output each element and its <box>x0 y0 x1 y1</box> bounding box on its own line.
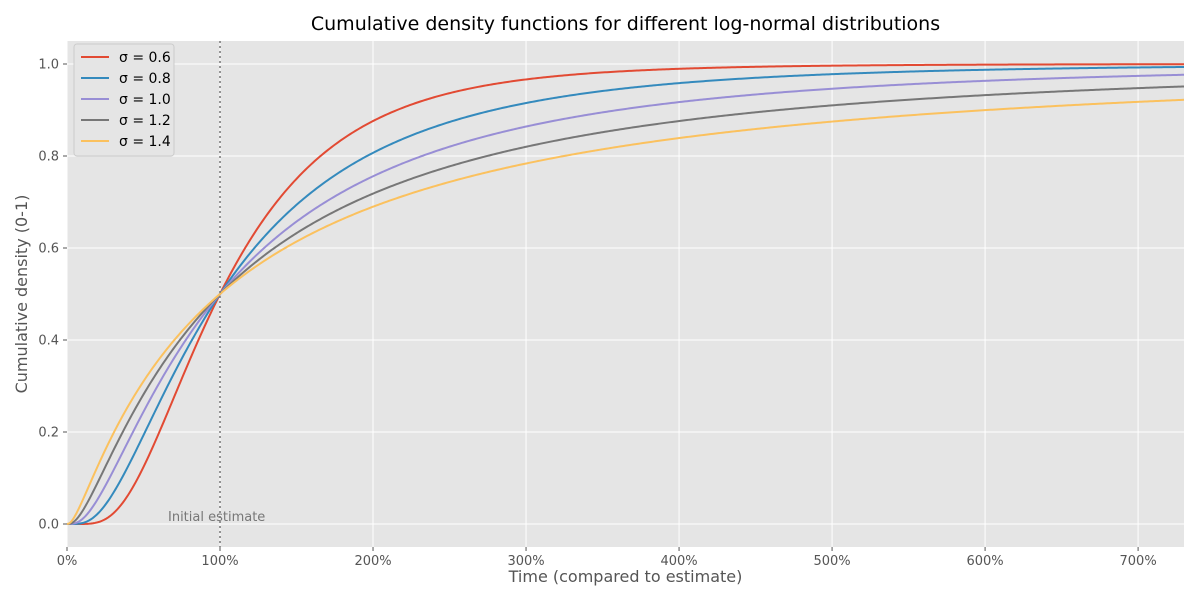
y-tick-label: 1.0 <box>38 58 59 73</box>
chart-title: Cumulative density functions for differe… <box>311 13 940 35</box>
series-line-3 <box>66 85 1185 525</box>
x-tick-label: 600% <box>966 554 1003 569</box>
x-tick-label: 400% <box>660 554 697 569</box>
legend-entry-1: σ = 0.8 <box>119 71 171 87</box>
x-tick-label: 700% <box>1120 554 1157 569</box>
initial-estimate-label: Initial estimate <box>168 510 265 525</box>
y-tick-label: 0.2 <box>38 426 59 441</box>
x-tick-label: 300% <box>507 554 544 569</box>
y-axis-label: Cumulative density (0-1) <box>12 195 31 394</box>
legend-entry-4: σ = 1.4 <box>119 134 171 150</box>
legend-entry-0: σ = 0.6 <box>119 50 171 66</box>
y-tick-label: 0.4 <box>38 334 59 349</box>
legend-entry-3: σ = 1.2 <box>119 113 171 129</box>
annotations: Initial estimate <box>168 41 265 547</box>
y-axis: 0.0 0.2 0.4 0.6 0.8 1.0 <box>38 58 67 533</box>
grid <box>66 41 1184 547</box>
x-tick-label: 100% <box>201 554 238 569</box>
x-axis: 0% 100% 200% 300% 400% 500% 600% 700% <box>57 547 1157 569</box>
x-axis-label: Time (compared to estimate) <box>508 567 743 586</box>
x-tick-label: 500% <box>813 554 850 569</box>
x-tick-label: 0% <box>57 554 78 569</box>
x-tick-label: 200% <box>354 554 391 569</box>
legend-entry-2: σ = 1.0 <box>119 92 171 108</box>
legend: σ = 0.6 σ = 0.8 σ = 1.0 σ = 1.2 σ = 1.4 <box>73 43 175 157</box>
series-lines <box>66 63 1185 525</box>
legend-box <box>73 43 175 157</box>
y-tick-label: 0.0 <box>38 518 59 533</box>
series-line-1 <box>67 65 1185 525</box>
series-line-2 <box>67 73 1185 525</box>
series-line-4 <box>66 98 1185 525</box>
y-tick-label: 0.6 <box>38 242 59 257</box>
series-line-0 <box>67 63 1184 525</box>
plot-area <box>67 41 1184 547</box>
y-tick-label: 0.8 <box>38 150 59 165</box>
